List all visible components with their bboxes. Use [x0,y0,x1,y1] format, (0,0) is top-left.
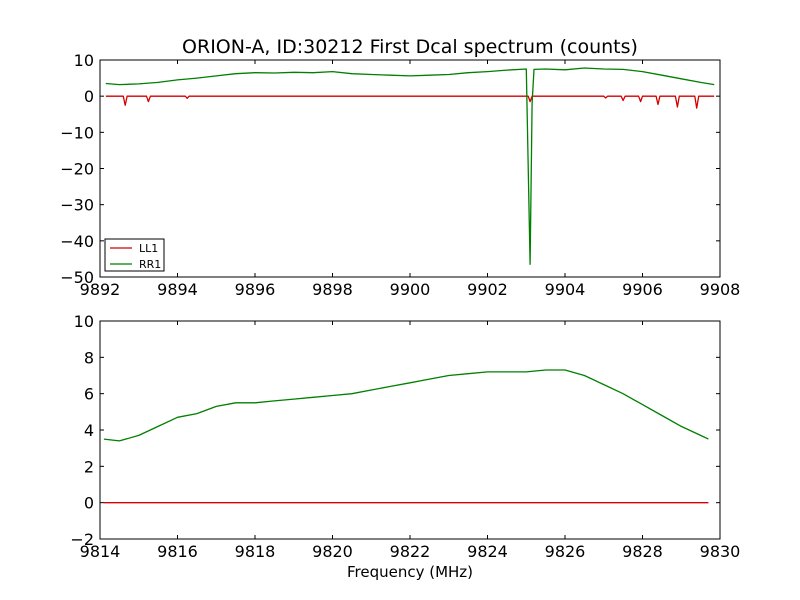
y-tick-label: 10 [74,312,94,331]
x-tick-label: 9830 [700,542,741,561]
x-tick-label: 9892 [80,280,121,299]
y-tick-label: 4 [84,421,94,440]
legend-frame [104,238,165,272]
x-tick-label: 9826 [545,542,586,561]
legend: LL1 RR1 [104,238,165,272]
x-tick-label: 9822 [390,542,431,561]
y-tick-label: 6 [84,385,94,404]
legend-ll1-label: LL1 [139,242,158,255]
chart-title: ORION-A, ID:30212 First Dcal spectrum (c… [182,36,638,58]
x-tick-label: 9898 [312,280,353,299]
y-tick-label: 8 [84,348,94,367]
x-tick-label: 9900 [390,280,431,299]
x-tick-label: 9816 [157,542,198,561]
top-ticks-group: 9892 9894 9896 9898 9900 9902 9904 9906 9908 10 0 −… [60,51,740,299]
series-line-series-1-panel-1 [103,369,709,442]
y-tick-label: −40 [60,232,94,251]
series-line-ll1-panel-0 [105,95,715,109]
bottom-series-group [103,369,709,504]
x-tick-label: 9896 [235,280,276,299]
y-tick-label: −20 [60,160,94,179]
y-tick-label: 0 [84,87,94,106]
y-tick-label: 0 [84,494,94,513]
y-tick-label: 10 [74,51,94,70]
series-line-rr1-panel-0 [105,67,715,265]
x-axis-label: Frequency (MHz) [347,563,473,581]
y-tick-label: −2 [70,530,94,549]
y-tick-label: −30 [60,196,94,215]
x-tick-label: 9908 [700,280,741,299]
top-series-group [105,67,715,265]
legend-rr1-label: RR1 [139,258,161,271]
x-tick-label: 9824 [467,542,508,561]
y-tick-label: 2 [84,457,94,476]
x-tick-label: 9814 [80,542,121,561]
y-tick-label: −10 [60,123,94,142]
x-tick-label: 9902 [467,280,508,299]
x-tick-label: 9818 [235,542,276,561]
y-tick-label: −50 [60,268,94,287]
bottom-ticks-group: 9814 9816 9818 9820 9822 9824 9826 9828 9830 10 8 6… [70,312,740,561]
top-panel: ORION-A, ID:30212 First Dcal spectrum (c… [60,36,740,299]
x-tick-label: 9906 [622,280,663,299]
bottom-panel: 9814 9816 9818 9820 9822 9824 9826 9828 9830 10 8 6… [70,312,740,581]
x-tick-label: 9894 [157,280,198,299]
x-tick-label: 9820 [312,542,353,561]
x-tick-label: 9828 [622,542,663,561]
x-tick-label: 9904 [545,280,586,299]
